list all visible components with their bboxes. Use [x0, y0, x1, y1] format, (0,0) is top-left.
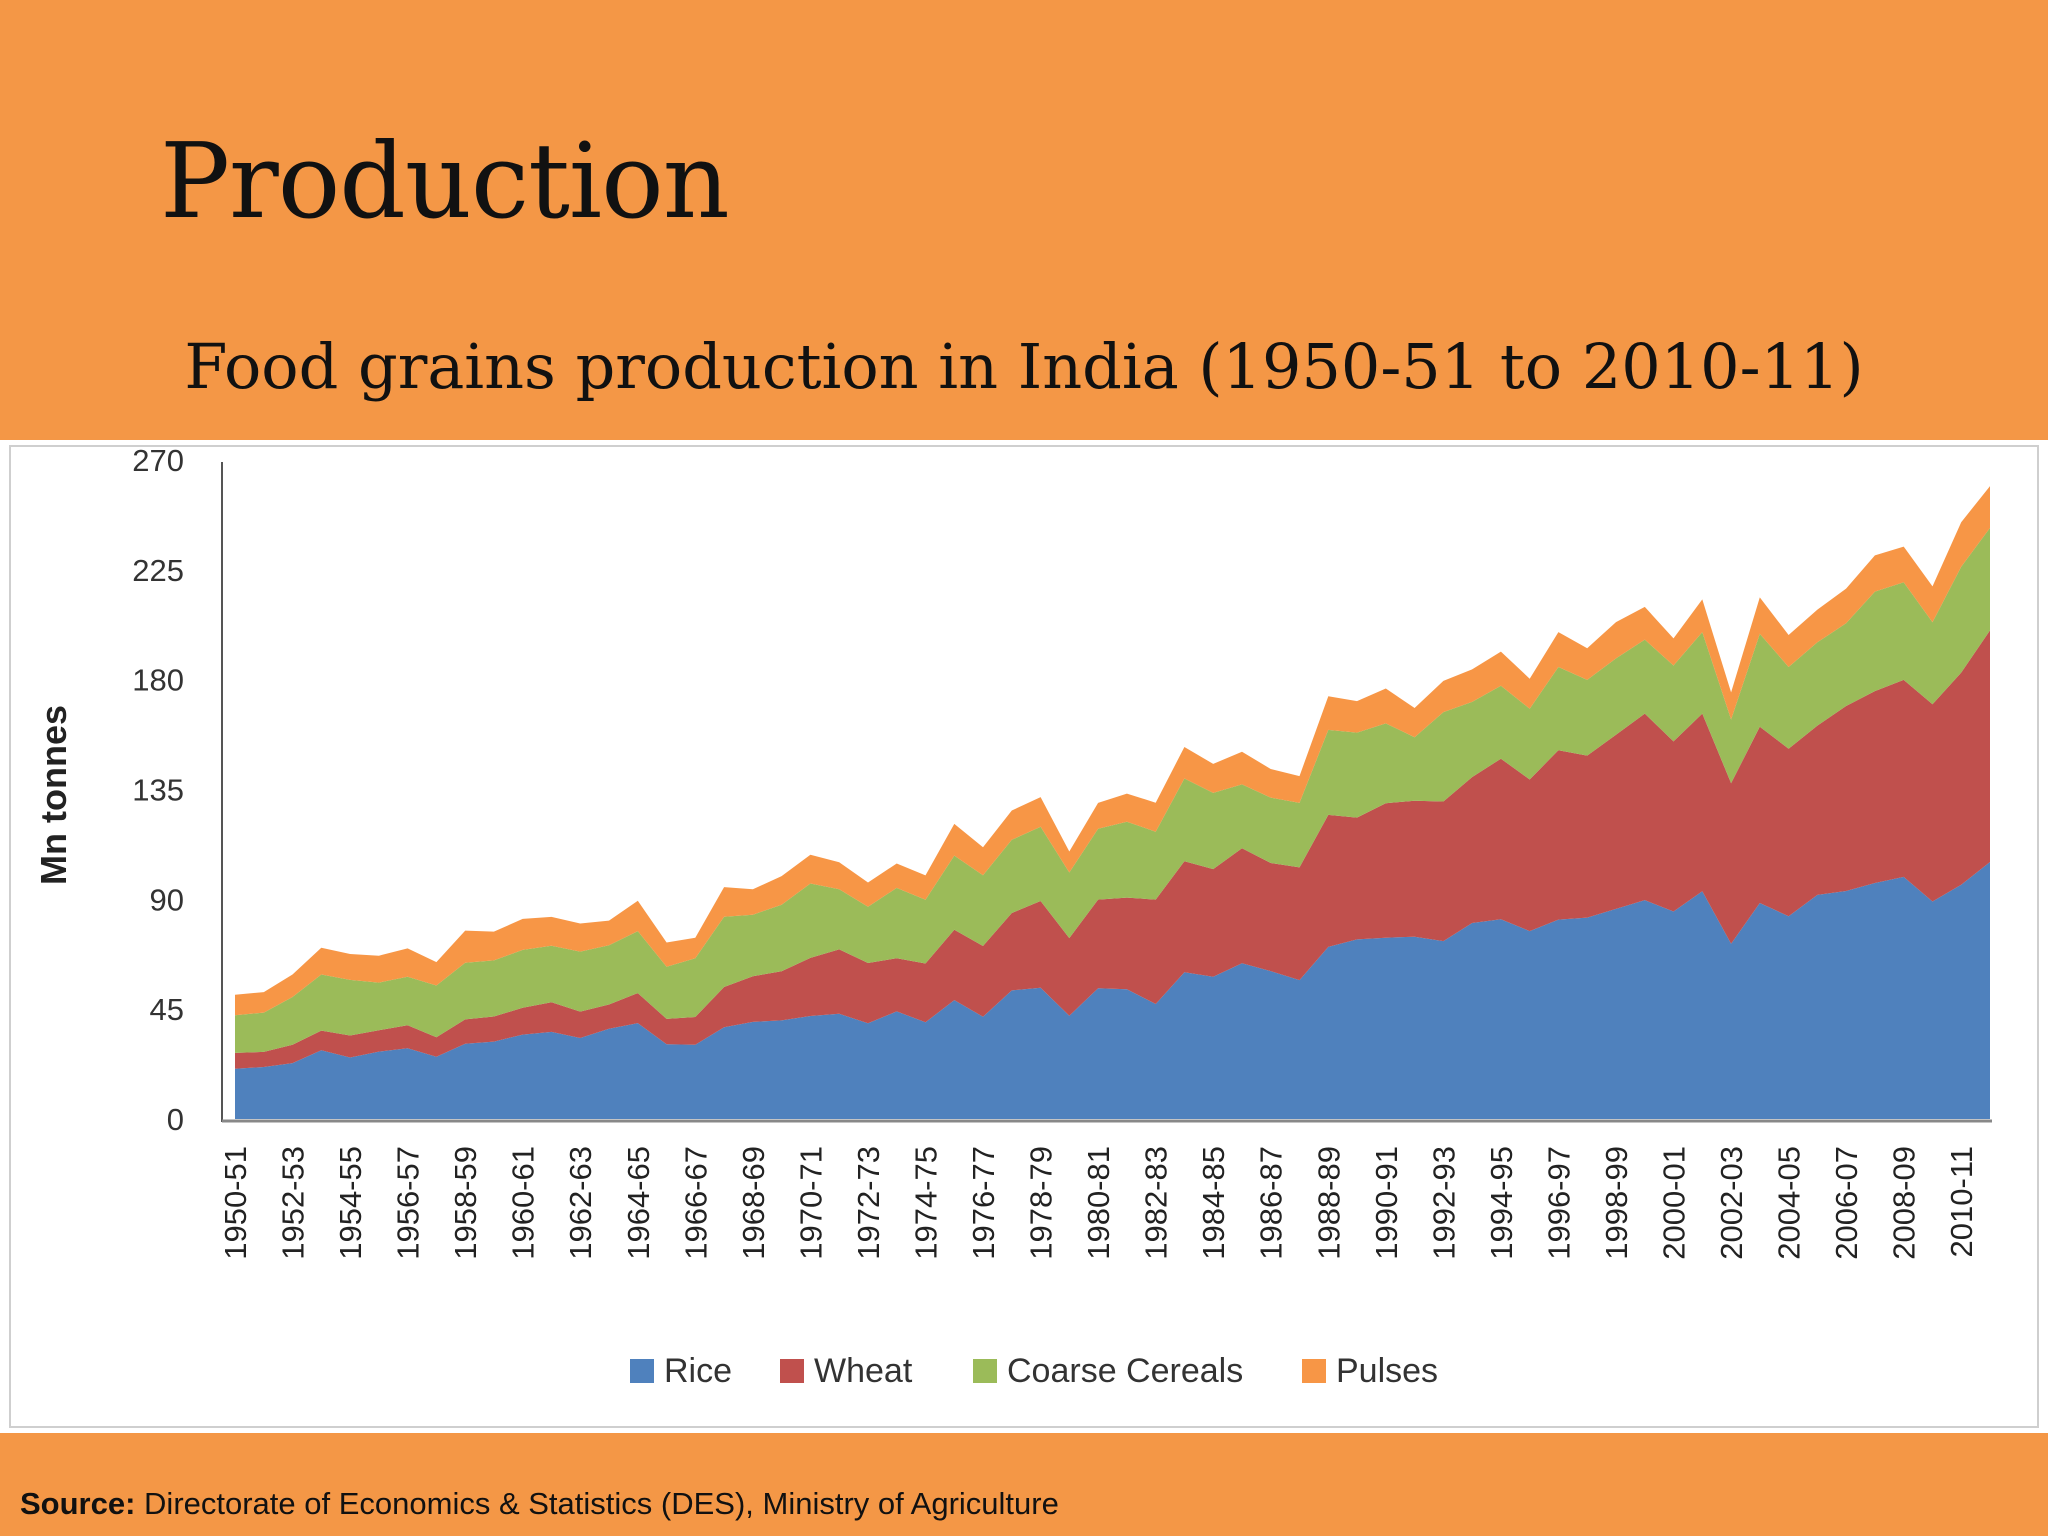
x-tick-label: 1968-69 — [736, 1146, 771, 1260]
y-axis-ticks: 0 45 90 135 180 225 270 — [132, 443, 184, 1137]
x-tick-label: 2008-09 — [1887, 1146, 1922, 1260]
y-tick-label: 180 — [132, 663, 184, 698]
x-tick-label: 1994-95 — [1484, 1146, 1519, 1260]
legend-swatch-wheat — [780, 1359, 804, 1383]
axes — [221, 462, 1992, 1123]
source-label: Source: — [20, 1486, 136, 1521]
area-wheat — [235, 630, 1990, 1069]
x-tick-label: 2010-11 — [1944, 1146, 1979, 1257]
y-tick-label: 0 — [167, 1102, 184, 1137]
legend-label: Wheat — [814, 1352, 913, 1390]
x-tick-label: 1980-81 — [1081, 1146, 1116, 1260]
x-tick-label: 1974-75 — [909, 1146, 944, 1260]
slide-title: Production — [160, 120, 730, 242]
x-tick-label: 2000-01 — [1657, 1146, 1692, 1260]
y-tick-label: 135 — [132, 773, 184, 808]
area-coarse-cereals — [235, 527, 1990, 1053]
legend-label: Rice — [664, 1352, 732, 1390]
x-tick-label: 1982-83 — [1139, 1146, 1174, 1260]
y-axis-title: Mn tonnes — [33, 705, 74, 885]
chart-heading: Food grains production in India (1950-51… — [184, 330, 1864, 403]
y-tick-label: 90 — [150, 882, 184, 917]
chart-frame — [9, 445, 2039, 1428]
chart-panel: 0 45 90 135 180 225 270 1950-51 1952-53 1954-55 1… — [0, 440, 2048, 1433]
x-tick-label: 1978-79 — [1024, 1146, 1059, 1260]
area-rice — [235, 862, 1990, 1119]
x-tick-label: 1958-59 — [448, 1146, 483, 1260]
plot-areas — [235, 486, 1990, 1119]
x-tick-label: 1996-97 — [1541, 1146, 1576, 1260]
legend-swatch-coarse-cereals — [973, 1359, 997, 1383]
legend-swatch-rice — [630, 1359, 654, 1383]
legend: Rice Wheat Coarse Cereals Pulses — [630, 1352, 1438, 1390]
y-tick-label: 225 — [132, 553, 184, 588]
x-tick-label: 1966-67 — [678, 1146, 713, 1260]
x-tick-label: 1998-99 — [1599, 1146, 1634, 1260]
x-tick-label: 1960-61 — [506, 1146, 541, 1260]
legend-swatch-pulses — [1302, 1359, 1326, 1383]
x-tick-label: 2006-07 — [1829, 1146, 1864, 1260]
x-tick-label: 2002-03 — [1714, 1146, 1749, 1260]
x-tick-label: 1954-55 — [333, 1146, 368, 1260]
y-tick-label: 270 — [132, 443, 184, 478]
x-tick-label: 1986-87 — [1254, 1146, 1289, 1260]
x-tick-label: 1976-77 — [966, 1146, 1001, 1260]
x-tick-label: 1950-51 — [218, 1146, 253, 1260]
x-tick-label: 1970-71 — [793, 1146, 828, 1260]
x-tick-label: 1972-73 — [851, 1146, 886, 1260]
x-tick-label: 1984-85 — [1196, 1146, 1231, 1260]
x-tick-label: 2004-05 — [1772, 1146, 1807, 1260]
legend-label: Pulses — [1336, 1352, 1438, 1390]
y-tick-label: 45 — [150, 992, 184, 1027]
area-pulses — [235, 486, 1990, 1016]
x-tick-label: 1956-57 — [391, 1146, 426, 1260]
x-tick-label: 1964-65 — [621, 1146, 656, 1260]
source-footer: Source: Directorate of Economics & Stati… — [20, 1486, 1059, 1522]
x-tick-label: 1992-93 — [1426, 1146, 1461, 1260]
x-axis-ticks: 1950-51 1952-53 1954-55 1956-57 1958-59 1960-… — [218, 1146, 1979, 1260]
x-tick-label: 1988-89 — [1311, 1146, 1346, 1260]
x-tick-label: 1990-91 — [1369, 1146, 1404, 1260]
legend-label: Coarse Cereals — [1007, 1352, 1243, 1390]
x-tick-label: 1952-53 — [276, 1146, 311, 1260]
source-text: Directorate of Economics & Statistics (D… — [144, 1486, 1059, 1521]
x-tick-label: 1962-63 — [563, 1146, 598, 1260]
